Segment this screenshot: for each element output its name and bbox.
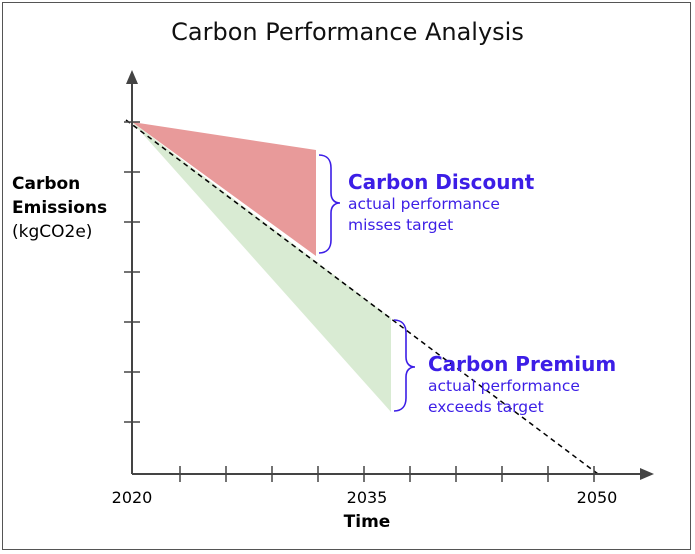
x-tick-label-2035: 2035 [346,488,388,507]
x-axis-arrowhead [640,468,654,480]
y-axis-ticks [124,121,140,423]
x-axis-ticks [179,466,595,482]
carbon-discount-region [132,122,316,256]
carbon-premium-heading: Carbon Premium [428,352,617,376]
carbon-premium-annotation: Carbon Premium actual performance exceed… [428,352,616,418]
x-axis-title: Time [343,512,391,532]
carbon-premium-region [132,122,391,412]
carbon-discount-line2: misses target [348,216,454,234]
y-axis-label-unit: (kgCO2e) [12,222,93,242]
y-axis-arrowhead [126,70,138,84]
x-tick-label-2050: 2050 [576,488,618,507]
carbon-premium-line1: actual performance [428,377,580,395]
carbon-discount-annotation: Carbon Discount actual performance misse… [348,170,534,236]
x-tick-label-2020: 2020 [111,488,153,507]
y-axis-label: Carbon Emissions (kgCO2e) [12,172,127,244]
carbon-premium-brace [393,319,416,412]
carbon-discount-line1: actual performance [348,195,500,213]
y-axis-label-line2: Emissions [12,198,108,218]
y-axis-label-line1: Carbon [12,174,81,194]
carbon-discount-heading: Carbon Discount [348,170,535,194]
diagram-title: Carbon Performance Analysis [171,18,524,46]
carbon-discount-brace [318,154,341,254]
carbon-premium-line2: exceeds target [428,398,544,416]
